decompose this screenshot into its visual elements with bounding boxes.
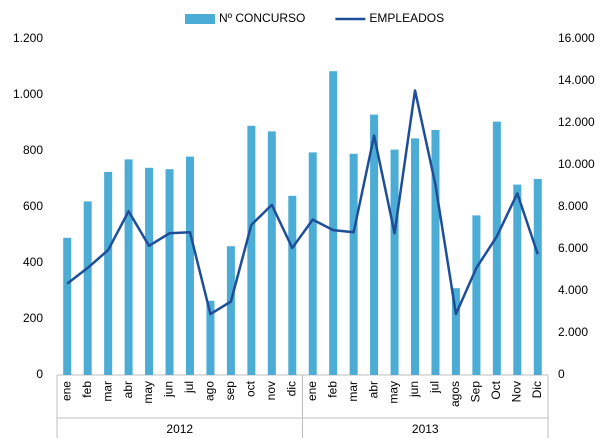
bar [104,172,113,375]
x-tick-label: nov [264,381,278,400]
y-tick-label: 0 [36,367,43,381]
x-tick-label: agos [448,381,462,407]
bar [83,201,92,375]
bar [206,300,215,375]
y2-tick-label: 12.000 [558,115,595,129]
y-tick-label: 200 [23,311,43,325]
x-tick-label: sep [223,381,237,401]
x-tick-label: jul [182,381,196,394]
x-tick-label: Nov [509,381,523,402]
y2-tick-label: 2.000 [558,325,588,339]
y2-tick-label: 6.000 [558,241,588,255]
x-tick-label: mar [100,381,114,402]
x-tick-label: feb [80,381,94,398]
bar [63,237,72,375]
bar [247,125,256,375]
bar [472,215,481,375]
bar [308,152,317,375]
x-tick-label: Sep [469,381,483,403]
y2-tick-label: 10.000 [558,157,595,171]
bar [370,114,379,375]
x-tick-label: jun [162,381,176,398]
x-tick-label: may [387,381,401,404]
x-tick-label: feb [325,381,339,398]
x-tick-label: oct [244,380,258,397]
y2-tick-label: 16.000 [558,31,595,45]
x-tick-label: abr [121,381,135,398]
bar [533,179,542,375]
legend-label: Nº CONCURSO [219,11,305,25]
x-tick-label: may [141,381,155,404]
bar [329,71,338,375]
y2-tick-label: 8.000 [558,199,588,213]
x-group-label: 2013 [412,422,439,436]
y-tick-label: 1.200 [13,31,43,45]
y-tick-label: 1.000 [13,87,43,101]
x-tick-label: ago [203,381,217,401]
bar [349,153,358,375]
y2-tick-label: 0 [558,367,565,381]
x-tick-label: dic [284,381,298,396]
bar [411,138,420,375]
bar [267,131,276,375]
bar [492,121,501,375]
legend-swatch [185,14,215,24]
x-tick-label: Oct [489,380,503,399]
x-tick-label: Dic [530,381,544,398]
bar [185,156,194,375]
legend-label: EMPLEADOS [369,11,444,25]
y-tick-label: 800 [23,143,43,157]
x-tick-label: abr [366,381,380,398]
y2-tick-label: 4.000 [558,283,588,297]
line [66,89,539,316]
bar [451,288,460,375]
bar [288,195,297,375]
x-tick-label: jul [428,381,442,394]
bar [513,184,522,375]
x-tick-label: ene [305,381,319,401]
bar [165,169,174,375]
y2-tick-label: 14.000 [558,73,595,87]
bar [390,149,399,375]
bar [226,246,235,375]
bar [124,159,133,375]
x-tick-label: ene [59,381,73,401]
y-tick-label: 600 [23,199,43,213]
y-tick-label: 400 [23,255,43,269]
x-group-label: 2012 [166,422,193,436]
bar [431,130,440,375]
x-tick-label: jun [407,381,421,398]
bar [145,167,154,375]
x-tick-label: mar [346,381,360,402]
